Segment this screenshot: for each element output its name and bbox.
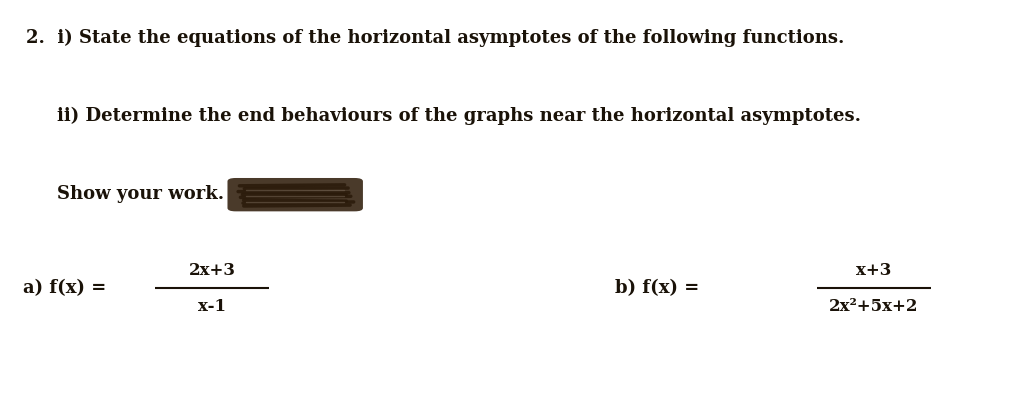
Text: ii) Determine the end behaviours of the graphs near the horizontal asymptotes.: ii) Determine the end behaviours of the … <box>57 107 861 125</box>
FancyBboxPatch shape <box>227 178 363 211</box>
Text: x+3: x+3 <box>856 262 891 279</box>
Text: b) f(x) =: b) f(x) = <box>615 279 706 297</box>
Text: x-1: x-1 <box>197 297 226 315</box>
Text: 2x+3: 2x+3 <box>188 262 236 279</box>
Text: Show your work.: Show your work. <box>57 185 224 204</box>
Text: 2x²+5x+2: 2x²+5x+2 <box>829 297 918 315</box>
Text: 2.  i) State the equations of the horizontal asymptotes of the following functio: 2. i) State the equations of the horizon… <box>26 29 844 47</box>
Text: a) f(x) =: a) f(x) = <box>23 279 113 297</box>
